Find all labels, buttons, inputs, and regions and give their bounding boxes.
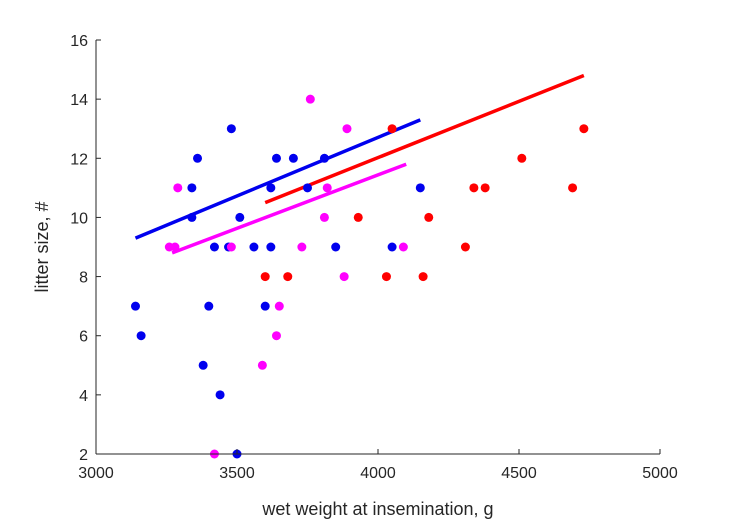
data-point — [130, 301, 140, 311]
data-point — [226, 124, 236, 134]
data-point — [260, 272, 270, 282]
data-point — [235, 212, 245, 222]
y-tick-label: 6 — [79, 329, 88, 346]
data-point — [266, 242, 276, 252]
data-point — [257, 360, 267, 370]
x-axis-label: wet weight at insemination, g — [261, 499, 493, 519]
fit-line — [264, 73, 585, 205]
x-tick-label: 4500 — [501, 465, 537, 482]
x-tick-label: 4000 — [360, 465, 396, 482]
data-point — [469, 183, 479, 193]
y-tick-label: 4 — [79, 388, 88, 405]
data-point — [249, 242, 259, 252]
x-tick-label: 3500 — [219, 465, 255, 482]
data-point — [271, 331, 281, 341]
data-point — [136, 331, 146, 341]
data-point — [283, 272, 293, 282]
fit-lines — [134, 73, 585, 255]
data-point — [322, 183, 332, 193]
x-tick-label: 3000 — [78, 465, 114, 482]
axes: 3000 3500 4000 4500 5000 2 4 6 8 10 12 14 16 — [70, 33, 678, 482]
fit-line — [134, 118, 421, 240]
data-points — [130, 94, 589, 459]
data-point — [398, 242, 408, 252]
data-point — [579, 124, 589, 134]
data-point — [331, 242, 341, 252]
data-point — [480, 183, 490, 193]
data-point — [424, 212, 434, 222]
data-point — [274, 301, 284, 311]
data-point — [415, 183, 425, 193]
y-tick-label: 10 — [70, 210, 88, 227]
data-point — [297, 242, 307, 252]
data-point — [226, 242, 236, 252]
data-point — [568, 183, 578, 193]
fit-line — [171, 162, 407, 255]
data-point — [198, 360, 208, 370]
data-point — [209, 242, 219, 252]
data-point — [339, 272, 349, 282]
y-tick-label: 16 — [70, 33, 88, 50]
x-tick-label: 5000 — [642, 465, 678, 482]
y-tick-label: 8 — [79, 270, 88, 287]
data-point — [387, 242, 397, 252]
data-point — [305, 94, 315, 104]
data-point — [204, 301, 214, 311]
data-point — [271, 153, 281, 163]
data-point — [170, 242, 180, 252]
data-point — [460, 242, 470, 252]
data-point — [215, 390, 225, 400]
data-point — [353, 212, 363, 222]
data-point — [173, 183, 183, 193]
data-point — [387, 124, 397, 134]
y-axis-label: litter size, # — [32, 201, 52, 292]
data-point — [288, 153, 298, 163]
data-point — [319, 212, 329, 222]
data-point — [260, 301, 270, 311]
data-point — [418, 272, 428, 282]
data-point — [266, 183, 276, 193]
y-tick-label: 14 — [70, 92, 88, 109]
y-tick-label: 12 — [70, 151, 88, 168]
data-point — [342, 124, 352, 134]
data-point — [319, 153, 329, 163]
data-point — [517, 153, 527, 163]
data-point — [381, 272, 391, 282]
data-point — [193, 153, 203, 163]
data-point — [187, 183, 197, 193]
data-point — [187, 212, 197, 222]
y-tick-label: 2 — [79, 447, 88, 464]
data-point — [303, 183, 312, 193]
